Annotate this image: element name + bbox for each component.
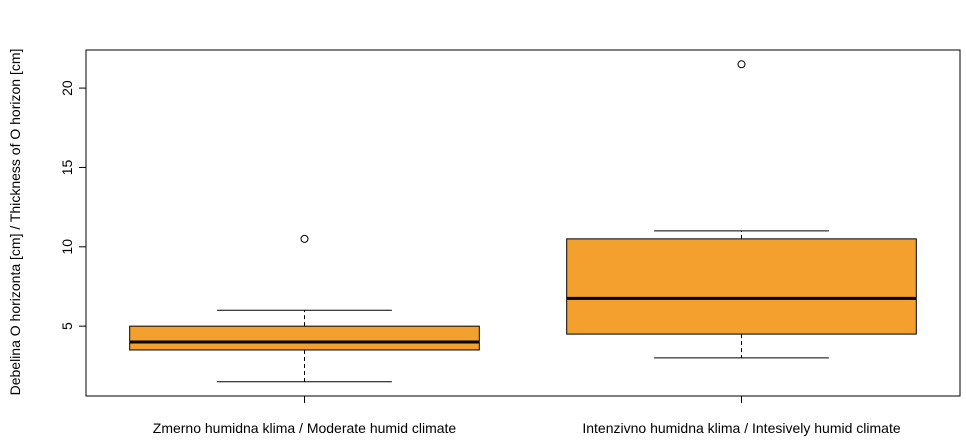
box-iqr [129,325,480,351]
y-axis-label: Debelina O horizonta [cm] / Thickness of… [7,49,23,396]
outlier-point [737,60,746,69]
outlier-point [300,234,309,243]
y-tick-label: 5 [59,322,75,330]
y-tick-label: 20 [59,80,75,96]
y-tick-label: 15 [59,159,75,175]
x-tick-label: Zmerno humidna klima / Moderate humid cl… [153,420,457,436]
x-tick-label: Intenzivno humidna klima / Intesively hu… [582,420,900,436]
plot-area: 5 10 15 20 Zmerno humidna klima / Moderate h… [59,49,961,436]
y-tick-label: 10 [59,239,75,255]
box-iqr [566,238,917,335]
